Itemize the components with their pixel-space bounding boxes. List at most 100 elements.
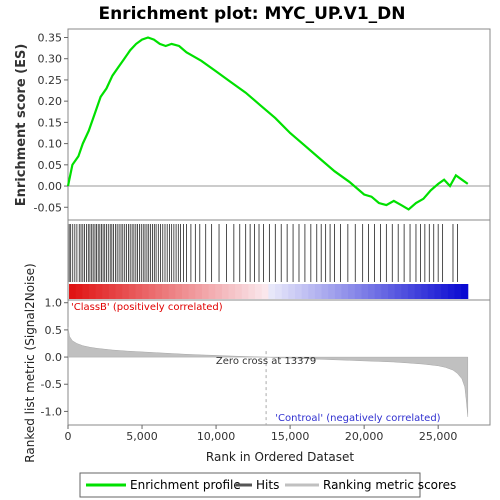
x-tick-label: 20,000 [345, 430, 384, 443]
colorbar-segment [148, 284, 156, 299]
x-tick-label: 25,000 [419, 430, 458, 443]
legend-enrichment-label: Enrichment profile [130, 478, 241, 492]
metric-panel: Zero cross at 13379 'ClassB' (positively… [23, 263, 491, 463]
es-y-tick-label: -0.05 [34, 201, 62, 214]
colorbar-segment [228, 284, 236, 299]
x-axis-label: Rank in Ordered Dataset [206, 450, 354, 464]
es-y-tick-label: 0.30 [38, 53, 63, 66]
colorbar-segment [215, 284, 223, 299]
legend-ranking-label: Ranking metric scores [323, 478, 456, 492]
es-y-tick-label: 0.15 [38, 116, 63, 129]
colorbar-segment [102, 284, 110, 299]
metric-y-tick-label: 0.0 [45, 351, 63, 364]
colorbar-segment [328, 284, 336, 299]
enrichment-profile-line [66, 36, 469, 211]
colorbar-segment [341, 284, 349, 299]
colorbar-segment [221, 284, 230, 299]
metric-y-tick-label: 0.5 [45, 324, 63, 337]
es-y-tick-label: 0.20 [38, 95, 63, 108]
es-panel-frame [67, 28, 491, 221]
x-tick-label: 10,000 [197, 430, 236, 443]
x-tick-label: 0 [65, 430, 72, 443]
colorbar-segment [69, 284, 77, 299]
x-tick-label: 5,000 [126, 430, 158, 443]
colorbar-segment [421, 284, 429, 299]
colorbar-segment [155, 284, 163, 299]
colorbar-segment [314, 284, 323, 299]
colorbar-segment [321, 284, 329, 299]
colorbar-segment [115, 284, 123, 299]
colorbar-segment [447, 284, 455, 299]
colorbar-segment [414, 284, 422, 299]
colorbar-segment [427, 284, 436, 299]
legend: Enrichment profile Hits Ranking metric s… [79, 472, 456, 498]
colorbar-segment [135, 284, 143, 299]
colorbar-segment [354, 284, 362, 299]
colorbar-segment [394, 284, 402, 299]
metric-y-tick-label: -1.0 [41, 405, 62, 418]
metric-y-ticks: -1.0 -0.5 0.0 0.5 1.0 [41, 297, 68, 418]
ranking-metric-area [67, 327, 469, 417]
metric-y-tick-label: 1.0 [45, 297, 63, 310]
es-y-tick-label: 0.35 [38, 31, 63, 44]
chart-title: Enrichment plot: MYC_UP.V1_DN [98, 4, 405, 24]
colorbar-segment [461, 284, 469, 299]
colorbar-segment [275, 284, 283, 299]
colorbar-segment [95, 284, 103, 299]
colorbar-segment [241, 284, 249, 299]
colorbar-segment [128, 284, 136, 299]
es-y-tick-label: 0.00 [38, 180, 63, 193]
metric-y-tick-label: -0.5 [41, 378, 62, 391]
colorbar-segment [188, 284, 196, 299]
colorbar-segment [261, 284, 269, 299]
positive-class-label: 'ClassB' (positively correlated) [71, 302, 223, 313]
colorbar-segment [381, 284, 389, 299]
colorbar-segment [407, 284, 416, 299]
colorbar-segment [88, 284, 97, 299]
hits-lines [68, 224, 458, 282]
colorbar-segment [441, 284, 449, 299]
negative-class-label: 'Controal' (negatively correlated) [275, 413, 440, 424]
colorbar-segment [255, 284, 263, 299]
es-panel: -0.05 0.00 0.05 0.10 0.15 0.20 0.25 0.30 0.35 En… [14, 28, 491, 221]
colorbar-segment [122, 284, 130, 299]
colorbar-segment [181, 284, 190, 299]
colorbar-segment [175, 284, 183, 299]
colorbar-segment [82, 284, 90, 299]
metric-y-axis-label: Ranked list metric (Signal2Noise) [23, 263, 37, 462]
es-y-ticks: -0.05 0.00 0.05 0.10 0.15 0.20 0.25 0.30 0.35 [34, 31, 68, 214]
colorbar-segment [334, 284, 343, 299]
rank-colorbar [69, 284, 469, 299]
colorbar-segment [288, 284, 296, 299]
colorbar-segment [368, 284, 376, 299]
colorbar-segment [168, 284, 176, 299]
colorbar-segment [434, 284, 442, 299]
colorbar-segment [294, 284, 303, 299]
colorbar-segment [208, 284, 216, 299]
colorbar-segment [235, 284, 243, 299]
es-y-tick-label: 0.25 [38, 74, 63, 87]
colorbar-segment [308, 284, 316, 299]
colorbar-segment [281, 284, 289, 299]
es-y-tick-label: 0.05 [38, 159, 63, 172]
colorbar-segment [162, 284, 170, 299]
colorbar-segment [301, 284, 309, 299]
colorbar-segment [195, 284, 203, 299]
colorbar-segment [248, 284, 256, 299]
legend-hits-label: Hits [256, 478, 279, 492]
colorbar-segment [75, 284, 83, 299]
x-axis-ticks: 0 5,000 10,000 15,000 20,000 25,000 [65, 425, 458, 443]
x-tick-label: 15,000 [271, 430, 310, 443]
colorbar-segment [374, 284, 382, 299]
colorbar-segment [454, 284, 462, 299]
colorbar-segment [401, 284, 409, 299]
zero-cross-label: Zero cross at 13379 [216, 356, 316, 367]
colorbar-segment [268, 284, 276, 299]
es-y-axis-label: Enrichment score (ES) [14, 44, 29, 207]
colorbar-segment [108, 284, 117, 299]
colorbar-segment [361, 284, 369, 299]
colorbar-segment [142, 284, 150, 299]
colorbar-segment [201, 284, 210, 299]
hits-panel [67, 219, 491, 301]
colorbar-segment [388, 284, 396, 299]
